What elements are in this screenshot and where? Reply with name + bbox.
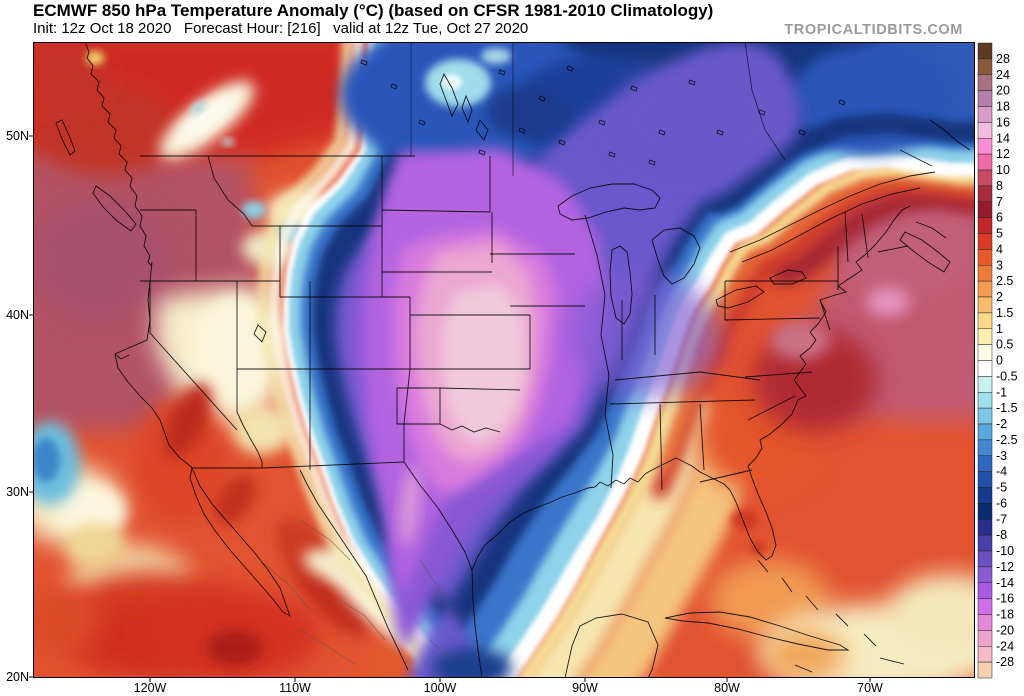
svg-text:1: 1: [996, 322, 1003, 336]
svg-text:-16: -16: [996, 592, 1014, 606]
svg-text:0.5: 0.5: [996, 338, 1013, 352]
svg-text:18: 18: [996, 100, 1010, 114]
svg-text:-4: -4: [996, 465, 1007, 479]
svg-text:2: 2: [996, 290, 1003, 304]
svg-text:120W: 120W: [134, 681, 167, 695]
svg-text:20N: 20N: [6, 670, 29, 684]
svg-text:-1.5: -1.5: [996, 401, 1018, 415]
svg-text:-2: -2: [996, 417, 1007, 431]
svg-text:-20: -20: [996, 623, 1014, 637]
svg-text:-18: -18: [996, 608, 1014, 622]
svg-text:8: 8: [996, 179, 1003, 193]
svg-text:50N: 50N: [6, 129, 29, 143]
svg-text:-28: -28: [996, 655, 1014, 669]
svg-text:40N: 40N: [6, 308, 29, 322]
svg-text:2.5: 2.5: [996, 274, 1013, 288]
svg-text:-6: -6: [996, 496, 1007, 510]
svg-text:5: 5: [996, 227, 1003, 241]
svg-text:70W: 70W: [857, 681, 883, 695]
svg-text:-7: -7: [996, 512, 1007, 526]
svg-text:20: 20: [996, 84, 1010, 98]
svg-text:-12: -12: [996, 560, 1014, 574]
svg-text:0: 0: [996, 354, 1003, 368]
svg-text:28: 28: [996, 52, 1010, 66]
svg-text:7: 7: [996, 195, 1003, 209]
svg-text:-1: -1: [996, 385, 1007, 399]
svg-text:110W: 110W: [279, 681, 311, 695]
svg-text:6: 6: [996, 211, 1003, 225]
svg-text:-2.5: -2.5: [996, 433, 1018, 447]
svg-text:4: 4: [996, 242, 1003, 256]
svg-text:-5: -5: [996, 481, 1007, 495]
svg-text:90W: 90W: [572, 681, 598, 695]
svg-text:-0.5: -0.5: [996, 369, 1018, 383]
svg-text:-8: -8: [996, 528, 1007, 542]
svg-text:100W: 100W: [424, 681, 457, 695]
svg-text:1.5: 1.5: [996, 306, 1013, 320]
svg-text:12: 12: [996, 147, 1010, 161]
svg-text:-24: -24: [996, 639, 1014, 653]
svg-text:30N: 30N: [6, 485, 29, 499]
svg-text:10: 10: [996, 163, 1010, 177]
svg-text:80W: 80W: [714, 681, 740, 695]
svg-text:24: 24: [996, 68, 1010, 82]
svg-text:-14: -14: [996, 576, 1014, 590]
svg-text:-3: -3: [996, 449, 1007, 463]
svg-text:14: 14: [996, 131, 1010, 145]
svg-text:3: 3: [996, 258, 1003, 272]
svg-text:16: 16: [996, 115, 1010, 129]
svg-text:-10: -10: [996, 544, 1014, 558]
